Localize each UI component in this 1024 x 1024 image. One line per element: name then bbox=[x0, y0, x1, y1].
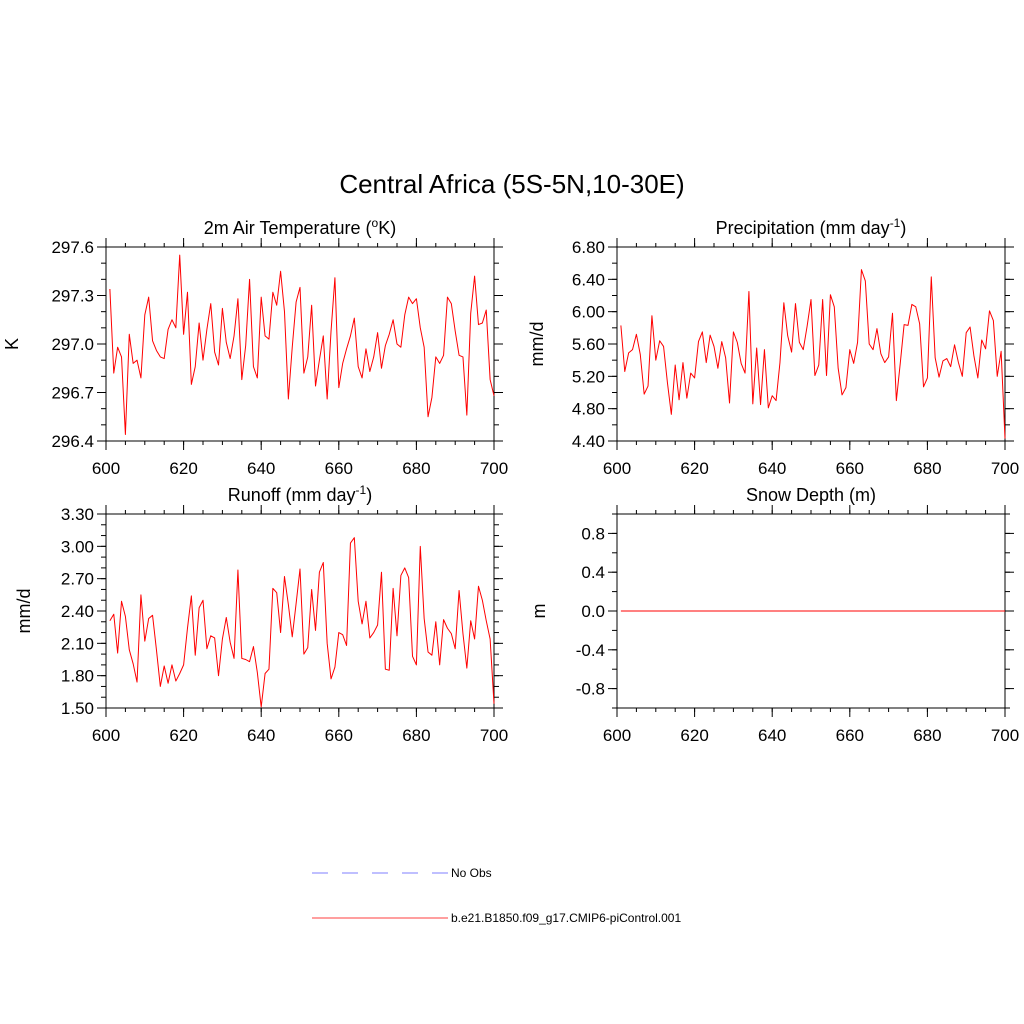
runoff-x-tick-label: 600 bbox=[92, 726, 120, 745]
legend: No Obs b.e21.B1850.f09_g17.CMIP6-piContr… bbox=[312, 866, 681, 925]
temp-panel-title-sup: o bbox=[372, 216, 379, 230]
precip-x-tick-label: 660 bbox=[836, 459, 864, 478]
snow-y-tick-label: 0.4 bbox=[581, 563, 605, 582]
temp-series-line bbox=[109, 254, 495, 436]
runoff-panel-title-main: Runoff (mm day bbox=[228, 485, 356, 505]
snow-x-tick-label: 700 bbox=[991, 726, 1019, 745]
precip-panel-title-sup: -1 bbox=[890, 216, 901, 230]
runoff-y-tick-label: 1.50 bbox=[61, 699, 94, 718]
runoff-panel-title-sup: -1 bbox=[356, 483, 367, 497]
runoff-y-tick-label: 1.80 bbox=[61, 667, 94, 686]
runoff-x-tick-label: 640 bbox=[247, 726, 275, 745]
temp-panel-title: 2m Air Temperature (oK) bbox=[204, 216, 396, 238]
precip-y-tick-label: 6.00 bbox=[572, 303, 605, 322]
runoff-y-axis-label: mm/d bbox=[14, 589, 34, 634]
snow-x-tick-label: 640 bbox=[758, 726, 786, 745]
precip-y-tick-label: 5.20 bbox=[572, 367, 605, 386]
temp-y-tick-label: 296.7 bbox=[51, 384, 94, 403]
temp-x-tick-label: 660 bbox=[325, 459, 353, 478]
snow-y-tick-label: -0.4 bbox=[576, 641, 605, 660]
runoff-y-tick-label: 3.00 bbox=[61, 537, 94, 556]
panel-air-temperature: 2m Air Temperature (oK) 296.4 296.7 297.0 29… bbox=[2, 216, 508, 478]
temp-x-tick-label: 700 bbox=[480, 459, 508, 478]
temp-x-tick-label: 600 bbox=[92, 459, 120, 478]
snow-y-tick-label: -0.8 bbox=[576, 680, 605, 699]
snow-panel-title-main: Snow Depth (m) bbox=[746, 485, 876, 505]
temp-x-tick-label: 620 bbox=[169, 459, 197, 478]
precip-x-tick-label: 680 bbox=[913, 459, 941, 478]
precip-y-tick-label: 4.80 bbox=[572, 400, 605, 419]
snow-x-tick-label: 620 bbox=[680, 726, 708, 745]
runoff-x-tick-label: 700 bbox=[480, 726, 508, 745]
snow-x-tick-label: 660 bbox=[836, 726, 864, 745]
precip-x-tick-label: 700 bbox=[991, 459, 1019, 478]
runoff-y-tick-label: 2.10 bbox=[61, 634, 94, 653]
temp-y-axis-label: K bbox=[2, 338, 22, 350]
temp-panel-title-end: K) bbox=[378, 218, 396, 238]
temp-x-tick-label: 640 bbox=[247, 459, 275, 478]
precip-y-tick-label: 4.40 bbox=[572, 432, 605, 451]
snow-x-tick-label: 600 bbox=[603, 726, 631, 745]
temp-y-tick-label: 296.4 bbox=[51, 432, 94, 451]
precip-x-tick-label: 600 bbox=[603, 459, 631, 478]
precip-plot-frame bbox=[616, 246, 1006, 442]
snow-y-tick-label: 0.8 bbox=[581, 524, 605, 543]
precip-y-tick-label: 6.40 bbox=[572, 270, 605, 289]
panel-precipitation: Precipitation (mm day-1) 4.40 4.80 5.20 5.60… bbox=[527, 216, 1019, 478]
runoff-y-tick-label: 3.30 bbox=[61, 505, 94, 524]
legend-label-model: b.e21.B1850.f09_g17.CMIP6-piControl.001 bbox=[451, 911, 681, 925]
panel-snow-depth: Snow Depth (m) -0.8 -0.4 0.0 0.4 0.8 600 620 640… bbox=[529, 485, 1019, 745]
temp-y-tick-label: 297.3 bbox=[51, 287, 94, 306]
precip-y-tick-label: 6.80 bbox=[572, 238, 605, 257]
runoff-y-tick-label: 2.40 bbox=[61, 602, 94, 621]
runoff-series-line bbox=[109, 537, 495, 708]
precip-panel-title-end: ) bbox=[900, 218, 906, 238]
snow-x-tick-label: 680 bbox=[913, 726, 941, 745]
runoff-y-tick-label: 2.70 bbox=[61, 570, 94, 589]
precip-x-tick-label: 640 bbox=[758, 459, 786, 478]
snow-y-axis-label: m bbox=[529, 604, 549, 619]
precip-panel-title: Precipitation (mm day-1) bbox=[716, 216, 907, 238]
temp-y-tick-label: 297.6 bbox=[51, 238, 94, 257]
runoff-x-tick-label: 660 bbox=[325, 726, 353, 745]
runoff-panel-title-end: ) bbox=[366, 485, 372, 505]
precip-y-axis-label: mm/d bbox=[527, 322, 547, 367]
runoff-panel-title: Runoff (mm day-1) bbox=[228, 483, 372, 505]
temp-x-tick-label: 680 bbox=[402, 459, 430, 478]
runoff-x-tick-label: 620 bbox=[169, 726, 197, 745]
snow-panel-title: Snow Depth (m) bbox=[746, 485, 876, 505]
snow-y-tick-label: 0.0 bbox=[581, 602, 605, 621]
precip-y-tick-label: 5.60 bbox=[572, 335, 605, 354]
precip-panel-title-main: Precipitation (mm day bbox=[716, 218, 890, 238]
precip-series-line bbox=[620, 269, 1006, 439]
figure-title: Central Africa (5S-5N,10-30E) bbox=[339, 169, 684, 199]
temp-panel-title-main: 2m Air Temperature ( bbox=[204, 218, 372, 238]
runoff-plot-frame bbox=[105, 513, 495, 709]
runoff-x-tick-label: 680 bbox=[402, 726, 430, 745]
legend-label-no-obs: No Obs bbox=[451, 866, 492, 880]
temp-y-tick-label: 297.0 bbox=[51, 335, 94, 354]
panel-runoff: Runoff (mm day-1) 1.50 1.80 2.10 2.40 2.70 3.0… bbox=[14, 483, 508, 745]
precip-x-tick-label: 620 bbox=[680, 459, 708, 478]
temp-plot-frame bbox=[105, 246, 495, 442]
